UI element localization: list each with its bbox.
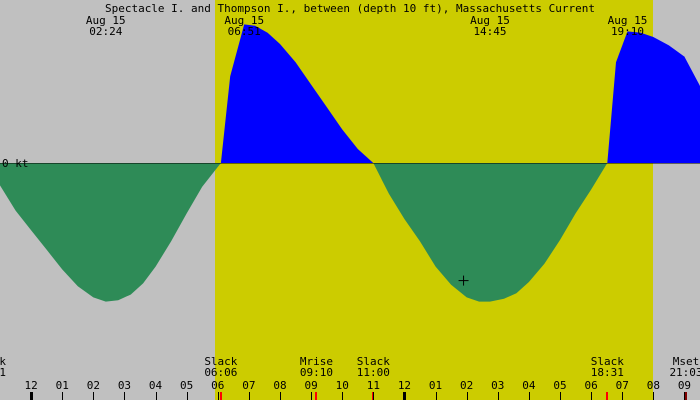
hour-tick-6 (187, 392, 188, 400)
flood-area-2 (220, 24, 374, 164)
hour-tick-label-14: 01 (429, 379, 442, 392)
hour-tick-19 (591, 392, 592, 400)
hour-tick-label-2: 01 (56, 379, 69, 392)
hour-tick-7 (218, 392, 219, 400)
event-label-1: k (0, 355, 6, 368)
hour-tick-label-15: 02 (460, 379, 473, 392)
hour-tick-label-16: 03 (491, 379, 504, 392)
hour-tick-18 (560, 392, 561, 400)
extreme-date-2: Aug 15 (224, 14, 264, 27)
event-label-5: Slack (591, 355, 624, 368)
hour-tick-label-3: 02 (87, 379, 100, 392)
flood-area-4 (607, 31, 700, 164)
hour-tick-5 (156, 392, 157, 400)
hour-tick-9 (280, 392, 281, 400)
hour-tick-16 (498, 392, 499, 400)
hour-tick-label-21: 08 (647, 379, 660, 392)
hour-tick-label-11: 10 (336, 379, 349, 392)
hour-tick-12 (373, 392, 374, 400)
event-time-2: 06:06 (204, 366, 237, 379)
hour-tick-label-4: 03 (118, 379, 131, 392)
chart-title: Spectacle I. and Thompson I., between (d… (105, 2, 595, 15)
event-label-3: Mrise (300, 355, 333, 368)
hour-ticks-layer: 12 01 02 03 04 05 06 07 08 09 10 11 12 01 02 03 04 05 06 07… (24, 379, 691, 400)
hour-tick-17 (529, 392, 530, 400)
hour-tick-11 (342, 392, 343, 400)
event-labels-layer: k1Slack06:06Mrise09:10Slack11:00Slack18:… (0, 355, 700, 400)
hour-tick-label-7: 06 (211, 379, 224, 392)
hour-tick-label-9: 08 (273, 379, 286, 392)
hour-tick-14 (436, 392, 437, 400)
extreme-time-4: 19:10 (611, 25, 644, 38)
ebb-area-1 (0, 163, 221, 302)
event-time-6: 21:03 (669, 366, 700, 379)
hour-tick-label-8: 07 (242, 379, 255, 392)
hour-tick-label-6: 05 (180, 379, 193, 392)
event-time-3: 09:10 (300, 366, 333, 379)
hour-tick-10 (311, 392, 312, 400)
current-series-layer (0, 24, 700, 302)
hour-tick-8 (249, 392, 250, 400)
event-time-5: 18:31 (591, 366, 624, 379)
hour-tick-label-1: 12 (24, 379, 37, 392)
hour-tick-22 (684, 392, 685, 400)
hour-tick-21 (653, 392, 654, 400)
hour-tick-label-10: 09 (304, 379, 317, 392)
extreme-date-1: Aug 15 (86, 14, 126, 27)
crosshair-cursor (458, 275, 469, 286)
hour-tick-20 (622, 392, 623, 400)
extreme-date-4: Aug 15 (608, 14, 648, 27)
event-marker-3 (315, 392, 317, 400)
event-label-6: Mset (673, 355, 700, 368)
zero-label: 0 kt (2, 157, 29, 170)
extreme-time-1: 02:24 (89, 25, 122, 38)
ebb-area-3 (373, 163, 608, 302)
hour-tick-1 (30, 392, 33, 400)
hour-tick-15 (467, 392, 468, 400)
hour-tick-label-18: 05 (553, 379, 566, 392)
hour-tick-3 (93, 392, 94, 400)
event-time-1: 1 (0, 366, 6, 379)
hour-tick-label-17: 04 (522, 379, 536, 392)
event-time-4: 11:00 (357, 366, 390, 379)
event-marker-5 (606, 392, 608, 400)
event-marker-2 (220, 392, 222, 400)
hour-tick-label-12: 11 (367, 379, 380, 392)
extreme-time-2: 06:51 (228, 25, 261, 38)
event-label-4: Slack (357, 355, 390, 368)
hour-tick-label-13: 12 (398, 379, 411, 392)
extreme-date-3: Aug 15 (470, 14, 510, 27)
hour-tick-label-22: 09 (678, 379, 691, 392)
hour-tick-label-5: 04 (149, 379, 163, 392)
hour-tick-13 (403, 392, 406, 400)
event-label-2: Slack (204, 355, 237, 368)
hour-tick-label-19: 06 (584, 379, 597, 392)
hour-tick-label-20: 07 (616, 379, 629, 392)
extreme-time-3: 14:45 (473, 25, 506, 38)
hour-tick-2 (62, 392, 63, 400)
hour-tick-4 (124, 392, 125, 400)
event-marker-6 (685, 392, 687, 400)
